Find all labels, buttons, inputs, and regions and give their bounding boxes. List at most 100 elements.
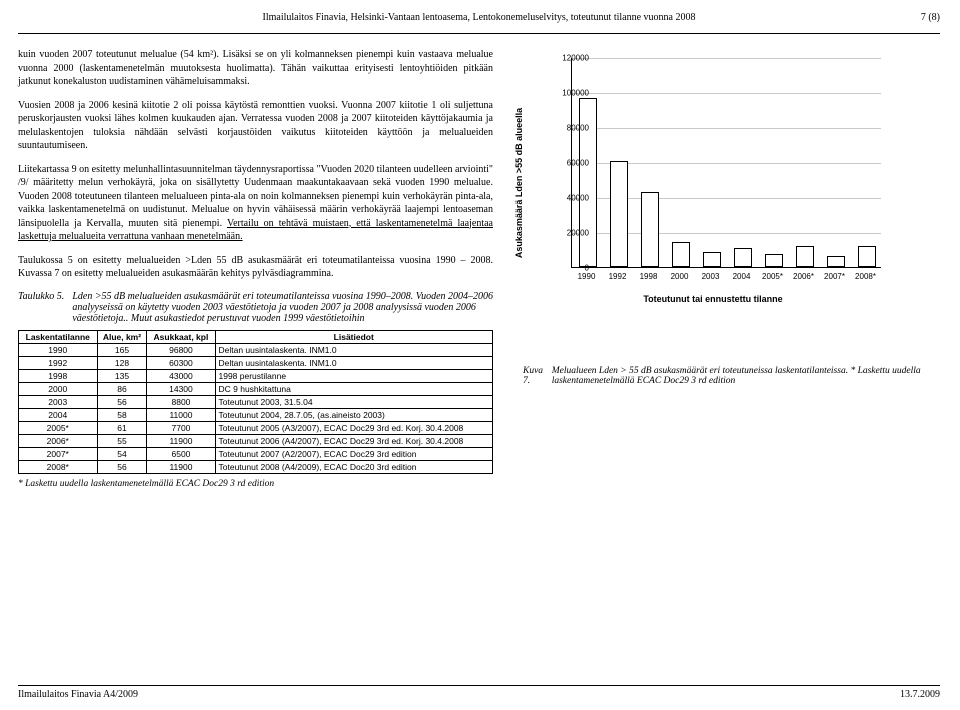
chart-xtick: 2007*	[824, 272, 845, 281]
chart-bar	[765, 254, 783, 267]
table-cell: 165	[97, 343, 147, 356]
table-cell: 2006*	[19, 434, 98, 447]
table-cell: 128	[97, 356, 147, 369]
table-cell: 2004	[19, 408, 98, 421]
chart-xtick: 2000	[671, 272, 689, 281]
table-cell: 43000	[147, 369, 215, 382]
bar-chart: Asukasmäärä Lden >55 dB alueella 0200004…	[523, 48, 903, 318]
table-cell: 56	[97, 395, 147, 408]
table-cell: 11900	[147, 460, 215, 473]
table-cell: 2008*	[19, 460, 98, 473]
chart-xtick: 2005*	[762, 272, 783, 281]
chart-x-axis-label: Toteutunut tai ennustettu tilanne	[643, 294, 782, 354]
chart-bar	[641, 192, 659, 267]
page-footer: Ilmailulaitos Finavia A4/2009 13.7.2009	[18, 685, 940, 700]
th-1: Alue, km²	[97, 330, 147, 343]
table-row: 2006*5511900Toteutunut 2006 (A4/2007), E…	[19, 434, 493, 447]
table-row: 199016596800Deltan uusintalaskenta. INM1…	[19, 343, 493, 356]
table-cell: 2007*	[19, 447, 98, 460]
table-cell: Toteutunut 2005 (A3/2007), ECAC Doc29 3r…	[215, 421, 493, 434]
table-cell: 61	[97, 421, 147, 434]
data-table: Laskentatilanne Alue, km² Asukkaat, kpl …	[18, 330, 493, 474]
table-caption-label: Taulukko 5.	[18, 291, 64, 324]
chart-bar	[672, 242, 690, 267]
table-row: 2007*546500Toteutunut 2007 (A2/2007), EC…	[19, 447, 493, 460]
table-row: 2005*617700Toteutunut 2005 (A3/2007), EC…	[19, 421, 493, 434]
table-cell: 1992	[19, 356, 98, 369]
figure-caption-text: Melualueen Lden > 55 dB asukasmäärät eri…	[552, 366, 940, 386]
table-cell: 14300	[147, 382, 215, 395]
table-footnote: * Laskettu uudella laskentamenetelmällä …	[18, 479, 493, 489]
table-cell: 56	[97, 460, 147, 473]
th-3: Lisätiedot	[215, 330, 493, 343]
header-title: Ilmailulaitos Finavia, Helsinki-Vantaan …	[263, 12, 696, 23]
chart-gridline	[572, 93, 881, 94]
table-cell: 1990	[19, 343, 98, 356]
table-row: 199212860300Deltan uusintalaskenta. INM1…	[19, 356, 493, 369]
table-row: 2008*5611900Toteutunut 2008 (A4/2009), E…	[19, 460, 493, 473]
footer-left: Ilmailulaitos Finavia A4/2009	[18, 689, 138, 700]
table-cell: 6500	[147, 447, 215, 460]
table-cell: 11900	[147, 434, 215, 447]
table-cell: Toteutunut 2004, 28.7.05, (as.aineisto 2…	[215, 408, 493, 421]
table-cell: 2000	[19, 382, 98, 395]
chart-bar	[610, 161, 628, 267]
table-cell: Deltan uusintalaskenta. INM1.0	[215, 356, 493, 369]
table-cell: Deltan uusintalaskenta. INM1.0	[215, 343, 493, 356]
table-cell: Toteutunut 2008 (A4/2009), ECAC Doc20 3r…	[215, 460, 493, 473]
table-cell: Toteutunut 2003, 31.5.04	[215, 395, 493, 408]
table-header-row: Laskentatilanne Alue, km² Asukkaat, kpl …	[19, 330, 493, 343]
chart-bar	[827, 256, 845, 267]
table-cell: 1998 perustilanne	[215, 369, 493, 382]
table-cell: 8800	[147, 395, 215, 408]
chart-ytick: 20000	[555, 229, 589, 238]
paragraph-2: Vuosien 2008 ja 2006 kesinä kiitotie 2 o…	[18, 99, 493, 153]
chart-ytick: 60000	[555, 159, 589, 168]
chart-ytick: 80000	[555, 124, 589, 133]
chart-bar	[703, 252, 721, 267]
table-caption-text: Lden >55 dB melualueiden asukasmäärät er…	[72, 291, 493, 324]
chart-xtick: 2006*	[793, 272, 814, 281]
right-column: Asukasmäärä Lden >55 dB alueella 0200004…	[523, 48, 940, 489]
chart-xtick: 2003	[702, 272, 720, 281]
table-cell: 7700	[147, 421, 215, 434]
table-cell: DC 9 hushkitattuna	[215, 382, 493, 395]
chart-bar	[734, 248, 752, 267]
chart-bar	[858, 246, 876, 267]
chart-plot-area	[571, 58, 881, 268]
left-column: kuin vuoden 2007 toteutunut melualue (54…	[18, 48, 493, 489]
figure-caption: Kuva 7. Melualueen Lden > 55 dB asukasmä…	[523, 366, 940, 386]
paragraph-3: Liitekartassa 9 on esitetty melunhallint…	[18, 163, 493, 244]
footer-right: 13.7.2009	[900, 689, 940, 700]
table-cell: Toteutunut 2006 (A4/2007), ECAC Doc29 3r…	[215, 434, 493, 447]
figure-caption-label: Kuva 7.	[523, 366, 544, 386]
table-cell: 96800	[147, 343, 215, 356]
table-cell: 86	[97, 382, 147, 395]
page-header: Ilmailulaitos Finavia, Helsinki-Vantaan …	[18, 12, 940, 23]
chart-gridline	[572, 128, 881, 129]
table-cell: 135	[97, 369, 147, 382]
table-row: 1998135430001998 perustilanne	[19, 369, 493, 382]
chart-gridline	[572, 58, 881, 59]
header-rule	[18, 33, 940, 34]
table-row: 20045811000Toteutunut 2004, 28.7.05, (as…	[19, 408, 493, 421]
chart-xtick: 1998	[640, 272, 658, 281]
table-caption: Taulukko 5. Lden >55 dB melualueiden asu…	[18, 291, 493, 324]
chart-ytick: 120000	[555, 54, 589, 63]
paragraph-4: Taulukossa 5 on esitetty melualueiden >L…	[18, 254, 493, 281]
table-cell: 2005*	[19, 421, 98, 434]
table-cell: 58	[97, 408, 147, 421]
table-cell: 60300	[147, 356, 215, 369]
table-cell: Toteutunut 2007 (A2/2007), ECAC Doc29 3r…	[215, 447, 493, 460]
chart-ytick: 40000	[555, 194, 589, 203]
chart-xtick: 1990	[578, 272, 596, 281]
chart-bar	[796, 246, 814, 267]
th-0: Laskentatilanne	[19, 330, 98, 343]
chart-xtick: 2008*	[855, 272, 876, 281]
chart-y-axis-label: Asukasmäärä Lden >55 dB alueella	[514, 108, 524, 258]
chart-ytick: 100000	[555, 89, 589, 98]
th-2: Asukkaat, kpl	[147, 330, 215, 343]
table-cell: 54	[97, 447, 147, 460]
table-cell: 2003	[19, 395, 98, 408]
table-cell: 1998	[19, 369, 98, 382]
